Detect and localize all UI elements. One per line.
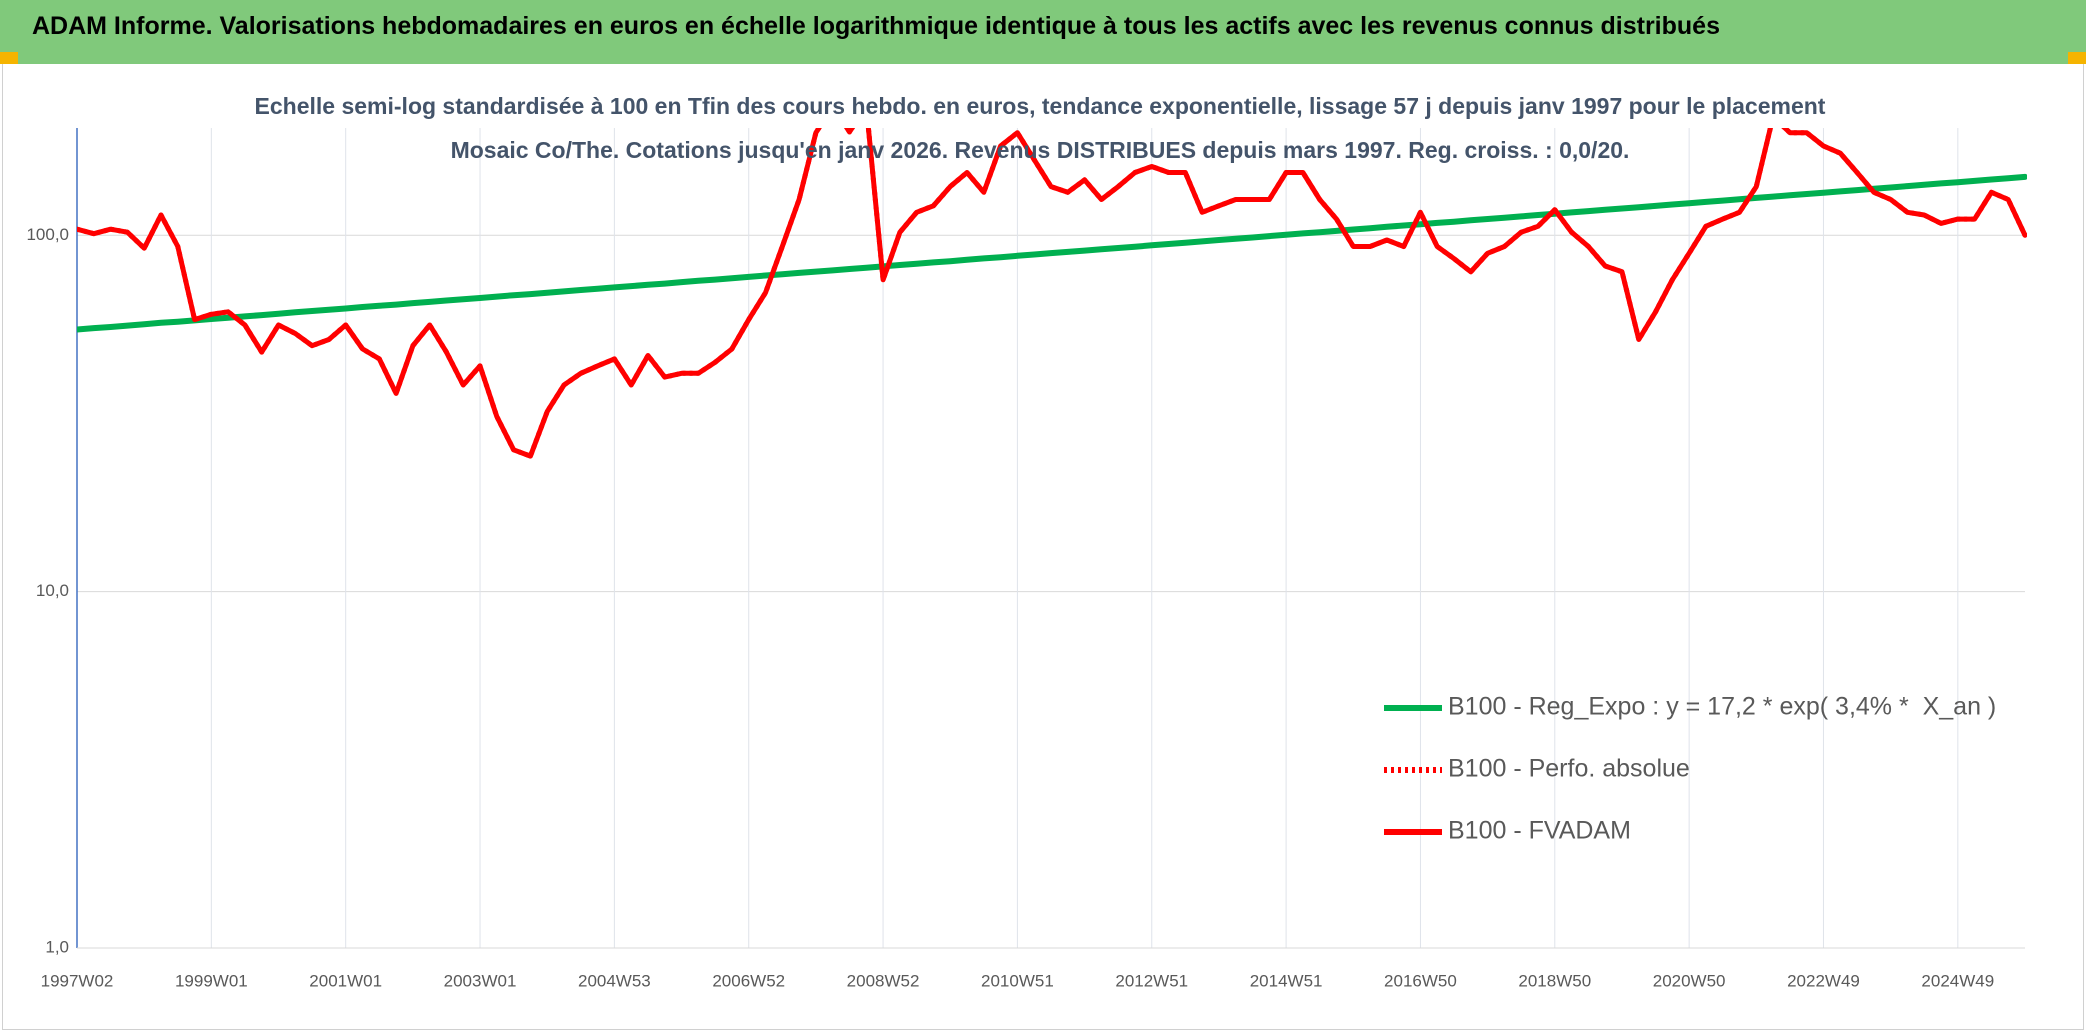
x-tick-label: 2008W52 xyxy=(847,971,920,990)
y-tick-label: 1,0 xyxy=(45,937,69,956)
plot-area xyxy=(77,128,2027,459)
legend-label: B100 - Reg_Expo : y = 17,2 * exp( 3,4% *… xyxy=(1448,693,1996,721)
x-tick-label: 2016W50 xyxy=(1384,971,1457,990)
x-tick-label: 2010W51 xyxy=(981,971,1054,990)
x-tick-label: 1997W02 xyxy=(41,971,114,990)
legend-label: B100 - Perfo. absolue xyxy=(1448,755,1690,783)
corner-mark xyxy=(2068,52,2086,64)
x-tick-label: 1999W01 xyxy=(175,971,248,990)
chart-subtitle: Echelle semi-log standardisée à 100 en T… xyxy=(254,93,1826,163)
y-tick-label: 10,0 xyxy=(36,581,69,600)
series-line xyxy=(77,173,2027,333)
x-tick-label: 2004W53 xyxy=(578,971,651,990)
y-tick-label: 100,0 xyxy=(26,225,69,244)
x-tick-label: 2012W51 xyxy=(1115,971,1188,990)
header-bar: ADAM Informe. Valorisations hebdomadaire… xyxy=(0,0,2086,64)
x-tick-label: 2006W52 xyxy=(712,971,785,990)
corner-mark xyxy=(0,52,18,64)
page-title: ADAM Informe. Valorisations hebdomadaire… xyxy=(32,12,1720,40)
legend-label: B100 - FVADAM xyxy=(1448,817,1631,845)
x-tick-label: 2024W49 xyxy=(1921,971,1994,990)
x-tick-label: 2003W01 xyxy=(444,971,517,990)
x-tick-label: 2014W51 xyxy=(1250,971,1323,990)
x-tick-label: 2020W50 xyxy=(1653,971,1726,990)
chart-panel xyxy=(2,64,2084,1030)
x-tick-label: 2001W01 xyxy=(309,971,382,990)
x-tick-label: 2022W49 xyxy=(1787,971,1860,990)
x-tick-label: 2018W50 xyxy=(1518,971,1591,990)
series-line xyxy=(77,128,2027,459)
